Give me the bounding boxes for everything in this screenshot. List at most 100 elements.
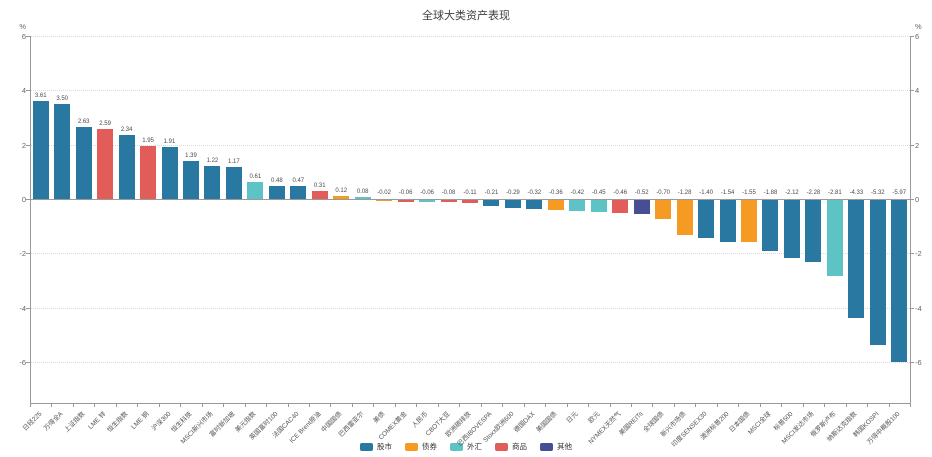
y-axis-tick-label: 2 [915,140,920,150]
legend-swatch [360,442,373,451]
x-axis-tick [695,403,697,407]
bar-MSCI发达市场[interactable] [805,200,822,263]
bar-value-label: -5.32 [870,190,885,196]
bar-美国REITs[interactable] [633,200,650,215]
bar-恒生科技[interactable] [182,161,199,199]
bar-人民币[interactable] [419,200,436,202]
bar-富时新加坡[interactable] [225,167,242,199]
y-axis-tick [910,307,914,309]
x-axis-tick [781,403,783,407]
x-axis-tick [888,403,890,407]
bar-value-label: 3.61 [34,92,47,99]
y-axis-tick-label: 0 [21,195,26,204]
x-axis-tick [309,403,311,407]
x-axis-tick [673,403,675,407]
bar-COMEX黄金[interactable] [397,200,414,202]
x-axis-tick [416,403,418,407]
bar-CBOT大豆[interactable] [440,200,457,203]
bar-印度SENSEX30[interactable] [698,200,715,239]
bar-value-label: 1.39 [185,153,197,160]
bar-value-label: 0.47 [292,178,305,185]
y-axis-tick-label: 0 [915,195,920,204]
x-axis-tick [459,403,461,407]
bar-NYMEX天然气[interactable] [612,200,629,213]
bar-万得中概股100[interactable] [891,200,908,363]
bar-LME 锌[interactable] [97,128,114,199]
bar-MSCI新兴市场[interactable] [204,165,221,199]
bar-value-label: -2.28 [806,190,821,196]
y-axis-tick [26,253,30,255]
chart-title: 全球大类资产表现 [422,10,510,22]
bar-中国国债[interactable] [333,195,350,199]
bar-法国CAC40[interactable] [290,186,307,199]
x-axis-tick [437,403,439,407]
bar-value-label: -0.42 [570,190,585,196]
x-axis-tick [738,403,740,407]
y-axis-tick [910,35,914,37]
bar-value-label: -0.46 [613,190,628,196]
grid-line [31,253,910,255]
bar-纳斯达克指数[interactable] [848,200,865,318]
bar-LME 铜[interactable] [140,145,157,199]
bar-ICE Brent原油[interactable] [311,190,328,199]
bar-value-label: -0.32 [527,190,542,196]
bar-日元[interactable] [569,200,586,212]
bar-MSCI全球[interactable] [762,200,779,252]
x-axis-tick [180,403,182,407]
x-axis-tick [523,403,525,407]
bar-美国国债[interactable] [547,200,564,210]
y-axis-tick-label: 4 [21,86,26,96]
bar-日经225[interactable] [32,100,49,199]
x-axis-tick [244,403,246,407]
bar-沪深300[interactable] [161,147,178,199]
bar-value-label: -0.21 [484,190,499,196]
bar-value-label: -2.81 [828,190,842,196]
x-axis-tick [566,403,568,407]
bar-Stoxx欧洲600[interactable] [504,200,521,208]
bar-value-label: -0.29 [506,190,520,196]
x-axis-tick [266,403,268,407]
y-axis-tick [910,90,914,92]
bar-欧元[interactable] [590,200,607,213]
x-axis-tick [223,403,225,407]
bar-恒生指数[interactable] [118,135,135,199]
bar-上证指数[interactable] [75,127,92,199]
bar-英国富时100[interactable] [268,185,285,199]
y-axis-tick [910,362,914,364]
y-axis-tick-label: -2 [19,249,26,259]
bar-韩国KOSPI[interactable] [869,200,886,345]
bar-巴西雷亚尔[interactable] [354,196,371,199]
y-axis-tick [26,307,30,309]
bar-万得全A[interactable] [54,103,71,199]
bar-美元指数[interactable] [247,182,264,199]
bar-新兴市场债[interactable] [676,200,693,235]
bar-标普500[interactable] [783,200,800,258]
bar-俄罗斯卢布[interactable] [826,200,843,277]
bar-德国DAX[interactable] [526,200,543,209]
legend-item-股市[interactable]: 股市 [360,441,392,452]
x-axis-tick [373,403,375,407]
x-axis-tick [845,403,847,407]
bar-全球国债[interactable] [655,200,672,220]
bar-欧洲碳排放[interactable] [462,200,478,203]
legend-item-外汇[interactable]: 外汇 [450,441,482,452]
bar-value-label: -0.11 [463,190,477,196]
bar-日本国债[interactable] [741,200,758,243]
zero-axis-line [30,199,911,200]
bar-美债[interactable] [376,200,393,201]
legend-item-债券[interactable]: 债券 [405,441,437,452]
legend-item-其他[interactable]: 其他 [540,441,572,452]
bar-value-label: -1.55 [742,190,756,196]
bar-value-label: 1.17 [228,159,240,166]
x-axis-tick [51,403,53,407]
bar-巴西IBOVESPA[interactable] [483,200,500,206]
y-axis-tick-label: -2 [915,249,922,259]
legend-item-商品[interactable]: 商品 [495,441,527,452]
bar-value-label: 1.22 [206,157,219,164]
bar-value-label: 2.59 [99,120,111,127]
y-axis-tick [26,144,30,146]
bar-澳洲标普200[interactable] [719,200,736,242]
legend-label: 商品 [512,442,527,451]
y-axis-tick [26,362,30,364]
chart-legend: 股市 债券 外汇 商品 其他 [0,441,932,452]
